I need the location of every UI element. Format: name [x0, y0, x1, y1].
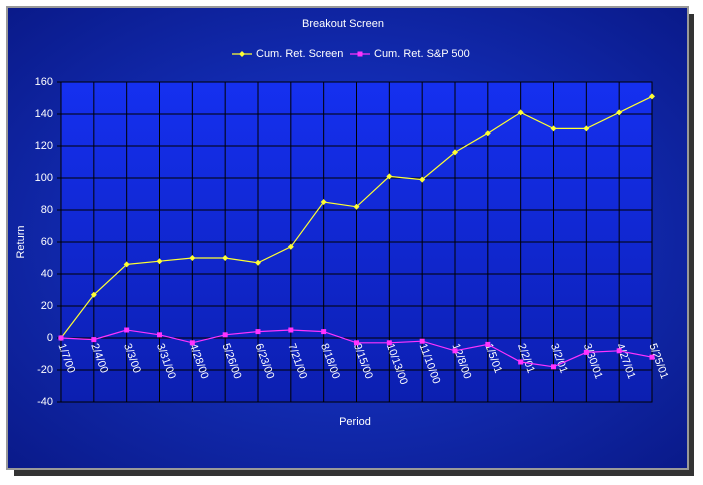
- legend-marker: [239, 51, 245, 57]
- y-tick-label: -40: [37, 396, 53, 408]
- point: [616, 348, 622, 354]
- point: [189, 255, 196, 261]
- point: [551, 364, 556, 370]
- point: [189, 340, 195, 346]
- point: [222, 255, 229, 261]
- point: [484, 130, 491, 137]
- legend-label: Cum. Ret. Screen: [256, 48, 343, 60]
- point: [517, 109, 524, 116]
- y-tick-label: 40: [41, 268, 53, 280]
- y-tick-label: 140: [35, 108, 53, 120]
- point: [123, 261, 130, 268]
- point: [452, 348, 458, 354]
- point: [386, 173, 393, 180]
- point: [419, 338, 425, 344]
- point: [58, 335, 64, 341]
- chart-title: Breakout Screen: [302, 18, 384, 30]
- point: [288, 327, 294, 333]
- legend-marker: [357, 51, 363, 57]
- point: [320, 199, 327, 205]
- point: [452, 149, 458, 156]
- point: [91, 337, 97, 343]
- y-tick-label: 120: [35, 140, 53, 152]
- y-tick-label: 0: [47, 332, 53, 344]
- point: [518, 359, 524, 365]
- y-axis-label: Return: [15, 225, 27, 258]
- y-tick-label: 80: [41, 204, 53, 216]
- point: [649, 354, 655, 360]
- point: [616, 109, 623, 116]
- y-tick-label: 100: [35, 172, 53, 184]
- x-axis-label: Period: [339, 416, 371, 428]
- point: [583, 349, 589, 355]
- point: [354, 340, 359, 346]
- point: [255, 329, 261, 335]
- point: [255, 259, 261, 266]
- point: [157, 332, 162, 338]
- point: [287, 243, 294, 250]
- legend-label: Cum. Ret. S&P 500: [374, 48, 470, 60]
- point: [550, 125, 557, 132]
- point: [419, 176, 426, 183]
- point: [124, 327, 130, 333]
- point: [649, 93, 655, 100]
- y-tick-label: 60: [41, 236, 53, 248]
- point: [321, 329, 327, 335]
- y-tick-label: 20: [41, 300, 53, 312]
- point: [485, 341, 491, 347]
- y-tick-label: -20: [37, 364, 53, 376]
- point: [156, 258, 163, 265]
- point: [353, 203, 360, 210]
- y-tick-label: 160: [35, 76, 53, 88]
- point: [222, 332, 228, 338]
- point: [90, 291, 97, 298]
- point: [386, 340, 392, 346]
- point: [583, 125, 590, 132]
